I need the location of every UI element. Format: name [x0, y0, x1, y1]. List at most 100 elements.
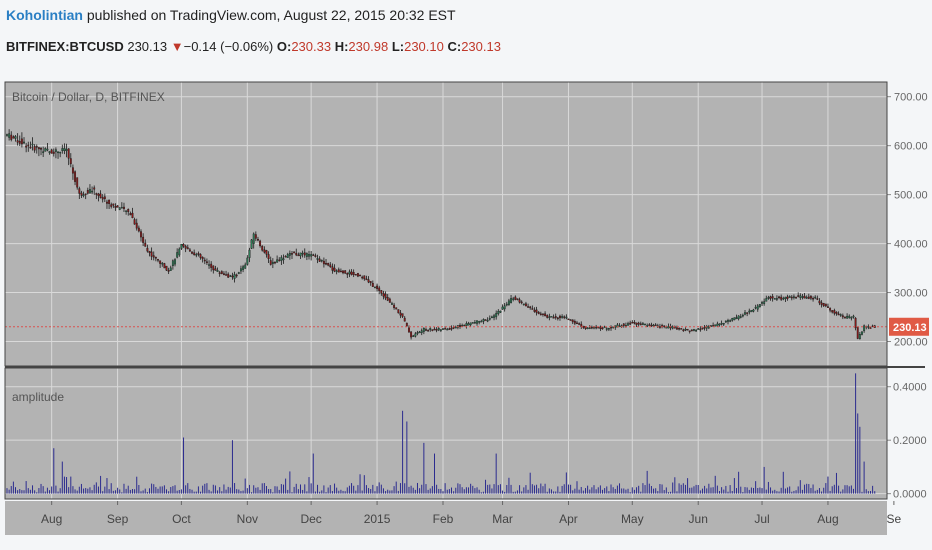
- candle-body: [510, 298, 513, 303]
- candle-body: [154, 257, 157, 259]
- candle-body: [218, 272, 221, 274]
- candle-body: [722, 323, 725, 325]
- candle-body: [839, 314, 842, 316]
- candle-body: [327, 263, 330, 266]
- candle-body: [305, 253, 308, 257]
- candle-body: [208, 264, 210, 266]
- candle-body: [322, 260, 325, 265]
- candle-body: [25, 145, 28, 148]
- candle-body: [203, 259, 206, 262]
- candle-body: [529, 306, 532, 309]
- candle-body: [120, 206, 123, 209]
- last-price-tag: [889, 317, 929, 336]
- candle-body: [831, 310, 834, 313]
- candle-body: [571, 319, 574, 323]
- candle-body: [127, 209, 130, 213]
- candle-body: [484, 319, 487, 321]
- candle-body: [752, 309, 755, 312]
- candle-body: [140, 231, 142, 238]
- candle-body: [29, 146, 32, 149]
- amplitude-legend: amplitude: [12, 390, 64, 404]
- candle-body: [618, 325, 621, 328]
- candle-body: [408, 327, 410, 333]
- candle-body: [274, 261, 276, 264]
- amplitude-pane[interactable]: amplitude 0.4000 0.2000 0.0000: [4, 82, 930, 501]
- candle-body: [603, 326, 606, 329]
- time-axis[interactable]: Aug Sep Oct Nov Dec 2015 Feb Mar Apr May Jun Jul Aug…: [5, 501, 902, 535]
- candle-body: [395, 307, 398, 310]
- candle-body: [756, 305, 759, 310]
- candle-body: [459, 325, 461, 327]
- candle-body: [627, 323, 629, 326]
- candle-body: [388, 298, 391, 303]
- candle-body: [573, 321, 576, 324]
- close-value: 230.13: [461, 39, 501, 54]
- candle-body: [695, 330, 698, 332]
- candle-body: [354, 274, 357, 276]
- candle-body: [531, 308, 534, 310]
- candle-body: [365, 278, 368, 281]
- price-legend: Bitcoin / Dollar, D, BITFINEX: [12, 90, 165, 104]
- candle-body: [8, 133, 11, 138]
- candle-body: [861, 331, 863, 335]
- candle-body: [514, 296, 517, 300]
- candle-body: [108, 199, 111, 204]
- candle-body: [848, 315, 851, 318]
- candle-body: [93, 187, 96, 190]
- candle-body: [33, 146, 36, 151]
- candle-body: [276, 259, 279, 263]
- candle-body: [235, 274, 238, 277]
- candle-body: [278, 259, 281, 262]
- candle-body: [376, 285, 379, 289]
- candle-body: [795, 296, 797, 299]
- candle-body: [201, 256, 204, 260]
- candle-body: [222, 273, 225, 276]
- price-pane[interactable]: 230.13 Bitcoin / Dollar, D, BITFINEX 700.0…: [4, 81, 930, 367]
- candle-body: [14, 136, 17, 139]
- candle-body: [748, 310, 751, 313]
- candle-body: [454, 326, 457, 329]
- candle-body: [480, 320, 483, 323]
- candle-body: [822, 302, 825, 307]
- candle-body: [89, 189, 91, 194]
- price-tick-label: 300.00: [894, 288, 928, 300]
- candle-body: [559, 315, 561, 319]
- candle-body: [816, 298, 819, 300]
- candle-body: [335, 270, 338, 272]
- candle-body: [20, 138, 23, 145]
- candle-body: [91, 190, 94, 193]
- candle-body: [807, 296, 810, 299]
- candle-body: [391, 303, 393, 305]
- candle-body: [320, 259, 323, 262]
- candle-body: [167, 269, 170, 272]
- candle-body: [65, 149, 68, 151]
- time-tick-label: Se: [887, 512, 902, 526]
- low-label: L:: [391, 39, 405, 54]
- candle-body: [333, 267, 336, 272]
- candle-body: [284, 256, 287, 258]
- candle-body: [495, 313, 498, 318]
- candle-body: [63, 148, 66, 152]
- candle-body: [337, 269, 340, 273]
- candle-body: [227, 273, 230, 278]
- author-link[interactable]: Koholintian: [6, 7, 83, 23]
- candle-body: [486, 319, 489, 322]
- candle-body: [244, 264, 247, 269]
- symbol-label[interactable]: BITFINEX:BTCUSD: [6, 39, 124, 54]
- candle-body: [863, 325, 866, 332]
- candle-body: [439, 329, 442, 331]
- time-tick-label: Oct: [172, 512, 191, 526]
- candle-body: [590, 326, 593, 329]
- candle-body: [50, 149, 53, 154]
- candle-body: [718, 323, 721, 326]
- candle-body: [518, 299, 521, 303]
- candle-body: [40, 147, 42, 150]
- candle-body: [773, 298, 776, 300]
- time-tick-label: Nov: [237, 512, 258, 526]
- candle-body: [550, 316, 553, 318]
- candle-body: [739, 316, 742, 318]
- candle-body: [137, 227, 140, 232]
- candle-body: [310, 254, 313, 257]
- candle-body: [754, 307, 757, 309]
